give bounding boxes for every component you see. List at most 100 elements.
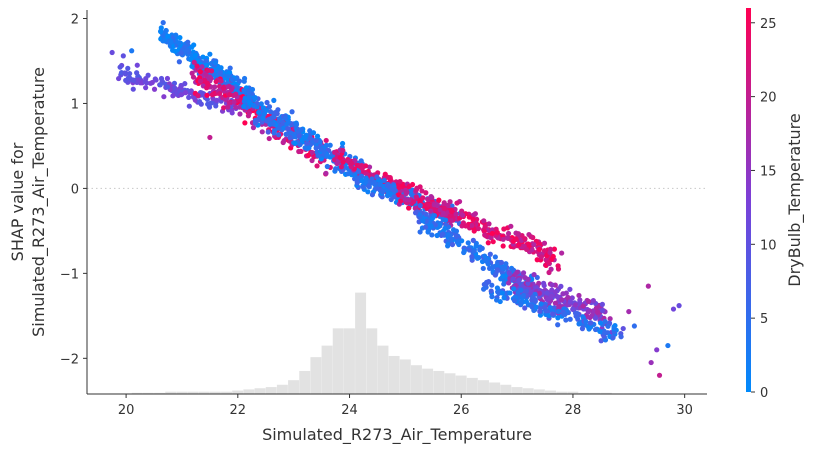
scatter-point [576,300,583,306]
scatter-point [189,70,195,76]
scatter-point [505,230,512,237]
scatter-point [482,232,488,238]
scatter-point [515,231,522,237]
scatter-point [117,64,123,70]
scatter-point [605,323,611,329]
scatter-point [453,211,459,217]
scatter-point [481,218,487,224]
scatter-point [472,211,478,217]
scatter-point [592,315,599,321]
scatter-point [440,210,446,217]
scatter-point [480,265,486,272]
scatter-point [423,190,429,196]
scatter-point [198,101,204,107]
scatter-point [149,79,155,86]
scatter-point [293,121,300,128]
histogram-bar [243,389,255,394]
histogram-bar [433,370,445,394]
scatter-point [258,101,264,107]
histogram-bar [265,387,277,394]
histogram-bar [388,355,400,394]
scatter-point [340,147,346,154]
scatter-point [432,222,439,228]
scatter-point [429,232,435,238]
scatter-point [454,200,460,206]
scatter-point [363,163,369,169]
scatter-point [339,140,346,147]
scatter-point [626,308,632,315]
histogram-bar [187,391,199,394]
scatter-points-layer [109,19,682,378]
histogram-bar [511,387,523,394]
scatter-point [494,229,500,236]
histogram-bar [288,380,300,394]
scatter-point [214,97,220,103]
scatter-point [445,243,451,249]
scatter-point [489,230,495,236]
scatter-point [518,302,524,308]
scatter-point [428,194,434,200]
scatter-point [190,74,197,80]
histogram-bar [545,390,556,394]
scatter-point [506,280,512,286]
scatter-point [246,94,252,100]
scatter-point [531,271,537,278]
scatter-point [285,126,292,132]
scatter-point [559,250,565,256]
scatter-point [558,283,564,289]
scatter-point [453,234,459,240]
scatter-point [323,170,329,176]
scatter-point [307,135,313,141]
scatter-point [559,297,565,303]
scatter-point [186,103,192,109]
scatter-point [163,27,169,34]
scatter-point [590,297,596,304]
scatter-point [296,133,302,139]
scatter-point [546,259,552,266]
scatter-point [529,247,535,253]
scatter-point [520,292,527,299]
scatter-point [536,246,542,252]
scatter-point [447,199,453,205]
scatter-point [127,70,133,77]
scatter-point [170,93,176,99]
scatter-point [487,251,493,257]
scatter-point [412,210,419,216]
scatter-point [573,313,579,319]
scatter-point [327,142,333,148]
histogram-bar [466,377,478,394]
scatter-point [555,304,561,310]
scatter-point [420,195,426,201]
scatter-point [153,77,159,83]
scatter-point [315,152,321,158]
scatter-point [481,253,488,259]
scatter-point [490,264,496,270]
scatter-point [676,303,682,309]
scatter-point [419,188,425,194]
scatter-point [161,94,167,100]
histogram-layer [109,292,679,394]
scatter-point [423,211,429,217]
scatter-point [207,134,213,141]
scatter-point [499,290,506,296]
scatter-point [122,70,128,76]
scatter-point [406,205,412,211]
scatter-point [523,246,530,253]
scatter-point [134,62,140,68]
scatter-point [602,319,608,325]
scatter-point [302,134,308,140]
colorbar-tick-label: 0 [760,386,768,401]
scatter-point [532,298,538,305]
scatter-point [272,109,279,116]
histogram-bar [165,391,177,394]
scatter-point [434,202,440,209]
scatter-point [250,125,257,131]
scatter-point [548,293,555,299]
scatter-point [229,77,235,83]
histogram-bar [142,392,154,394]
scatter-point [217,69,224,76]
histogram-bar [198,391,210,394]
scatter-point [236,78,243,84]
scatter-point [516,277,522,283]
